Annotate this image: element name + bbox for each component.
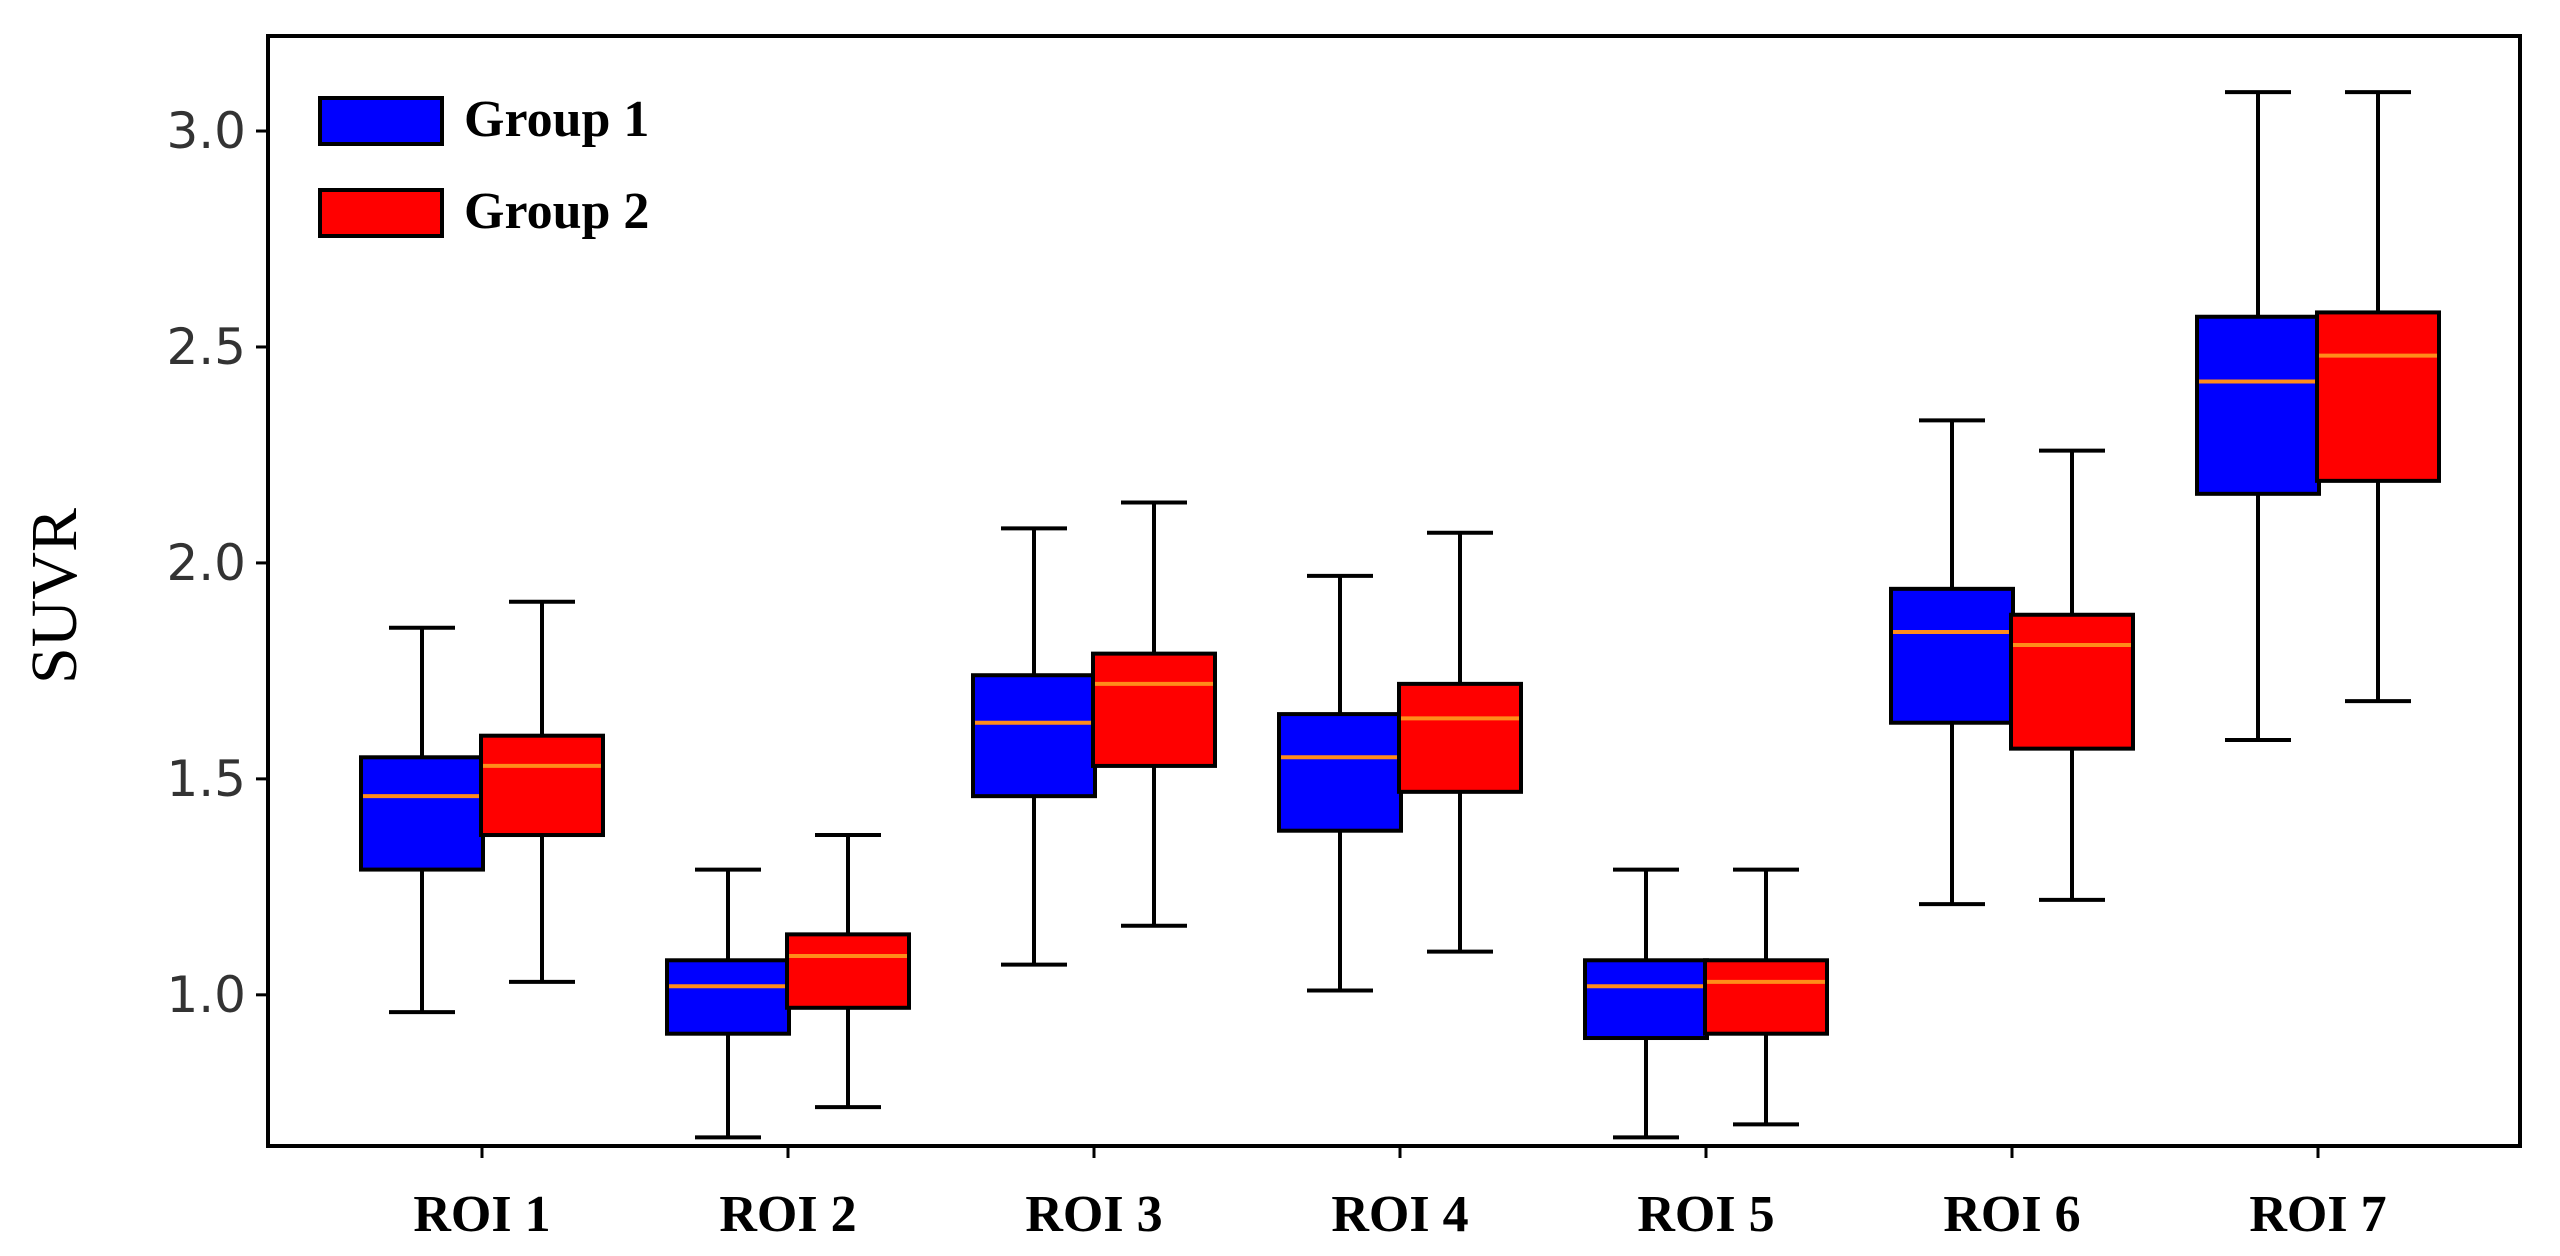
iqr-box [479,733,605,838]
category-label: ROI 2 [719,1186,856,1243]
category-label: ROI 6 [1943,1186,2080,1243]
box-2-7 [2315,90,2441,704]
box-1-2 [665,867,791,1140]
legend-label-1: Group 1 [464,91,649,148]
box-1-3 [971,526,1097,967]
iqr-box [1397,681,1523,794]
iqr-box [785,932,911,1010]
iqr-box [665,958,791,1036]
box-2-6 [2009,448,2135,902]
legend-swatch-1 [318,96,444,146]
iqr-box [1703,958,1829,1036]
iqr-box [2195,314,2321,496]
iqr-box [2009,612,2135,751]
y-axis-title: SUVR [18,508,91,684]
category-label: ROI 1 [413,1186,550,1243]
series-2-boxes [479,90,2441,1127]
series-1-boxes [359,90,2321,1140]
box-1-6 [1889,418,2015,907]
iqr-box [359,755,485,872]
iqr-box [971,673,1097,799]
iqr-box [1583,958,1709,1041]
legend-label-2: Group 2 [464,183,649,240]
box-2-5 [1703,867,1829,1127]
box-1-5 [1583,867,1709,1140]
y-axis-ticks: 1.0 1.5 2.0 2.5 3.0 [166,102,268,1024]
x-axis-ticks: ROI 1 ROI 2 ROI 3 ROI 4 ROI 5 ROI 6 ROI 7 [413,1146,2387,1243]
category-label: ROI 3 [1025,1186,1162,1243]
iqr-box [2315,310,2441,483]
y-tick-label: 1.5 [166,750,246,808]
y-tick-label: 2.0 [166,534,246,592]
y-tick-label: 1.0 [166,966,246,1024]
category-label: ROI 7 [2249,1186,2386,1243]
iqr-box [1277,712,1403,833]
box-2-1 [479,599,605,984]
box-1-4 [1277,573,1403,993]
plot-frame [266,34,2522,1148]
box-2-4 [1397,530,1523,954]
category-label: ROI 4 [1331,1186,1468,1243]
legend-swatch-2 [318,188,444,238]
legend: Group 1 Group 2 [318,91,649,240]
box-1-1 [359,625,485,1015]
category-label: ROI 5 [1637,1186,1774,1243]
box-2-2 [785,833,911,1110]
box-2-3 [1091,500,1217,928]
y-tick-label: 2.5 [166,318,246,376]
y-tick-label: 3.0 [166,102,246,160]
box-1-7 [2195,90,2321,743]
iqr-box [1091,651,1217,768]
iqr-box [1889,586,2015,725]
plot-layer [359,90,2441,1140]
